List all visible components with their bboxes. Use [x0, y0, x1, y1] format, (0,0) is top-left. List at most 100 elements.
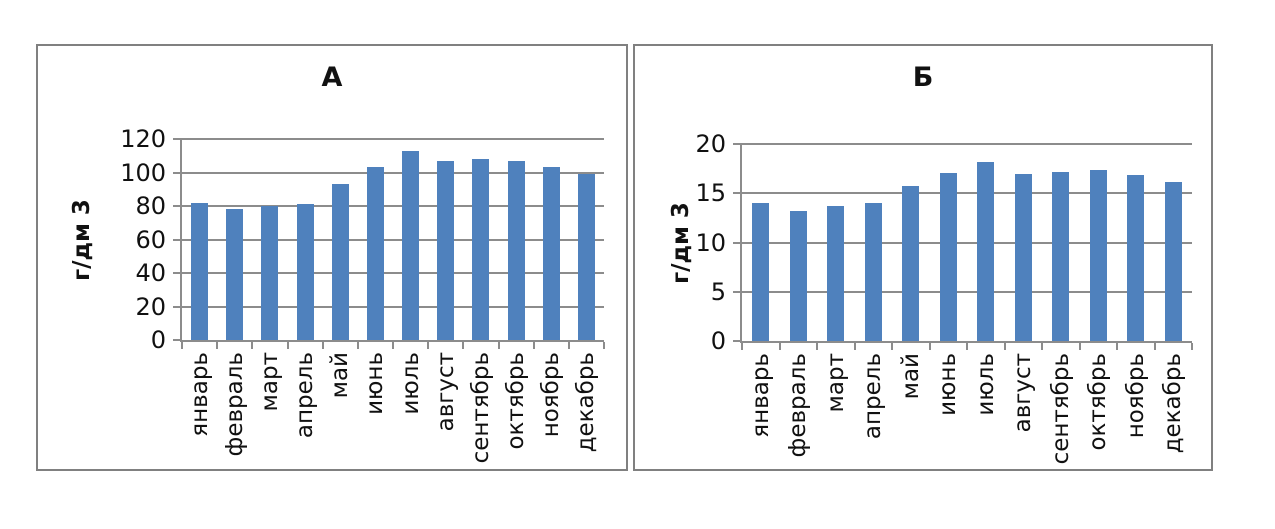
bar-январь	[752, 203, 769, 341]
x-category-label-сентябрь: сентябрь	[1048, 353, 1074, 465]
x-category-label-октябрь: октябрь	[503, 352, 529, 450]
y-tick-label-40: 40	[135, 259, 166, 287]
x-tickmark-7	[427, 342, 429, 349]
x-category-label-январь: январь	[187, 352, 213, 437]
y-tickmark-20	[173, 306, 182, 308]
x-tickmark-11	[1154, 343, 1156, 350]
y-tick-label-20: 20	[695, 130, 726, 158]
x-tickmark-1	[779, 343, 781, 350]
x-category-label-январь: январь	[748, 353, 774, 438]
bar-июнь	[940, 173, 957, 341]
y-tickmark-20	[733, 143, 742, 145]
bar-май	[902, 186, 919, 341]
bar-декабрь	[1165, 182, 1182, 341]
x-tickmark-0	[181, 342, 183, 349]
x-axis-line	[740, 341, 1192, 343]
bar-июль	[977, 162, 994, 341]
chart-panel-b: Б г/дм 3 0 5 10 15 20 январь февраль март апрель…	[633, 44, 1213, 471]
x-category-label-октябрь: октябрь	[1085, 353, 1111, 451]
x-category-label-ноябрь: ноябрь	[1123, 353, 1149, 439]
gridline-20	[182, 306, 604, 308]
y-tickmark-80	[173, 205, 182, 207]
gridline-60	[182, 239, 604, 241]
x-tickmark-12	[603, 342, 605, 349]
x-tickmark-9	[498, 342, 500, 349]
y-tick-label-0: 0	[710, 327, 726, 355]
y-tickmark-0	[733, 340, 742, 342]
y-tickmark-100	[173, 172, 182, 174]
chart-a-title: А	[321, 62, 343, 93]
y-tickmark-10	[733, 242, 742, 244]
bar-сентябрь	[1052, 172, 1069, 341]
y-tick-label-60: 60	[135, 226, 166, 254]
x-category-label-февраль: февраль	[785, 353, 811, 458]
bar-август	[1015, 174, 1032, 341]
bar-март	[827, 206, 844, 341]
chart-b-title: Б	[912, 62, 934, 93]
y-tick-label-5: 5	[710, 278, 726, 306]
x-tickmark-4	[322, 342, 324, 349]
x-tickmark-8	[1041, 343, 1043, 350]
bar-июль	[402, 151, 419, 340]
y-tickmark-0	[173, 339, 182, 341]
x-tickmark-12	[1191, 343, 1193, 350]
x-category-label-апрель: апрель	[292, 352, 318, 439]
bar-октябрь	[1090, 170, 1107, 341]
x-category-label-декабрь: декабрь	[1160, 353, 1186, 454]
y-tickmark-5	[733, 291, 742, 293]
bar-ноябрь	[1127, 175, 1144, 341]
x-category-label-февраль: февраль	[222, 352, 248, 457]
x-tickmark-4	[891, 343, 893, 350]
gridline-40	[182, 272, 604, 274]
x-category-label-июнь: июнь	[935, 353, 961, 416]
bar-февраль	[226, 209, 243, 340]
x-category-label-август: август	[1010, 353, 1036, 433]
x-tickmark-2	[251, 342, 253, 349]
y-tick-label-10: 10	[695, 229, 726, 257]
bar-февраль	[790, 211, 807, 341]
y-tickmark-60	[173, 239, 182, 241]
x-category-label-апрель: апрель	[860, 353, 886, 440]
x-tickmark-10	[1116, 343, 1118, 350]
bar-январь	[191, 203, 208, 340]
bar-ноябрь	[543, 167, 560, 340]
gridline-15	[742, 192, 1192, 194]
x-category-label-июль: июль	[398, 352, 424, 415]
x-category-label-декабрь: декабрь	[573, 352, 599, 453]
x-axis-line	[180, 340, 604, 342]
x-tickmark-6	[966, 343, 968, 350]
y-tickmark-120	[173, 138, 182, 140]
x-tickmark-11	[568, 342, 570, 349]
x-category-label-сентябрь: сентябрь	[468, 352, 494, 464]
y-tick-label-20: 20	[135, 293, 166, 321]
x-category-label-июнь: июнь	[362, 352, 388, 415]
x-category-label-май: май	[327, 352, 353, 399]
gridline-100	[182, 172, 604, 174]
gridline-120	[182, 138, 604, 140]
y-axis-line	[740, 144, 742, 343]
x-tickmark-7	[1004, 343, 1006, 350]
y-tick-label-15: 15	[695, 179, 726, 207]
bar-апрель	[865, 203, 882, 341]
x-tickmark-3	[854, 343, 856, 350]
bar-апрель	[297, 204, 314, 340]
y-tick-label-100: 100	[120, 159, 166, 187]
x-tickmark-3	[287, 342, 289, 349]
gridline-10	[742, 242, 1192, 244]
y-tickmark-15	[733, 192, 742, 194]
x-tickmark-9	[1079, 343, 1081, 350]
x-category-label-март: март	[257, 352, 283, 412]
x-category-label-июль: июль	[973, 353, 999, 416]
y-tick-label-80: 80	[135, 192, 166, 220]
x-tickmark-6	[392, 342, 394, 349]
x-category-label-ноябрь: ноябрь	[538, 352, 564, 438]
bar-март	[261, 206, 278, 340]
x-tickmark-10	[533, 342, 535, 349]
bar-декабрь	[578, 174, 595, 340]
x-tickmark-0	[741, 343, 743, 350]
y-tick-label-120: 120	[120, 125, 166, 153]
y-tick-label-0: 0	[150, 326, 166, 354]
y-axis-line	[180, 139, 182, 342]
bar-октябрь	[508, 161, 525, 340]
